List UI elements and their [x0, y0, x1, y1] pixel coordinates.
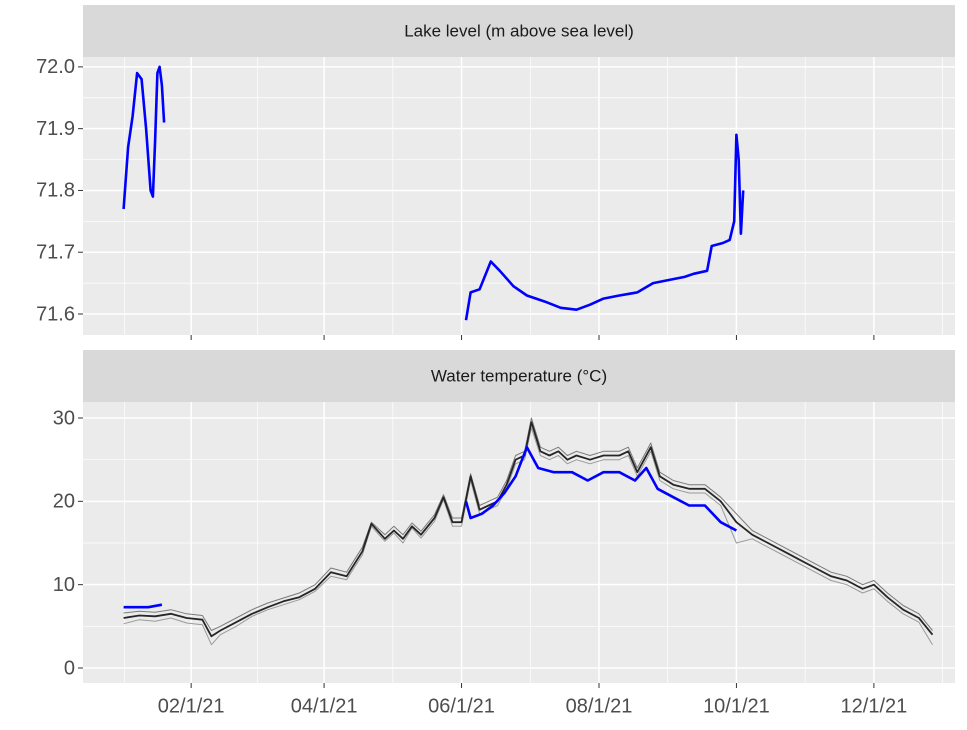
data-line [123, 417, 933, 631]
x-tick-label: 10/1/21 [703, 695, 770, 717]
data-line [122, 65, 745, 321]
y-tick-label: 72.0 [36, 56, 75, 78]
panel-background [83, 57, 955, 335]
y-tick-label: 71.7 [36, 241, 75, 263]
y-tick-label: 10 [53, 574, 75, 596]
panel-title: Lake level (m above sea level) [404, 21, 634, 40]
x-tick-label: 04/1/21 [291, 695, 358, 717]
x-tick-label: 02/1/21 [158, 695, 225, 717]
x-tick-label: 12/1/21 [841, 695, 908, 717]
data-line [123, 421, 934, 638]
strip [83, 5, 955, 57]
y-tick-label: 30 [53, 407, 75, 429]
y-tick-label: 71.6 [36, 303, 75, 325]
y-tick-label: 71.8 [36, 180, 75, 202]
y-tick-label: 71.9 [36, 118, 75, 140]
strip [83, 350, 955, 402]
x-tick-label: 08/1/21 [566, 695, 633, 717]
panel-background [83, 402, 955, 683]
data-line [123, 427, 933, 646]
panel-title: Water temperature (°C) [431, 366, 607, 385]
data-line [123, 445, 738, 609]
x-tick-label: 06/1/21 [428, 695, 495, 717]
y-tick-label: 20 [53, 491, 75, 513]
y-tick-label: 0 [64, 657, 75, 679]
